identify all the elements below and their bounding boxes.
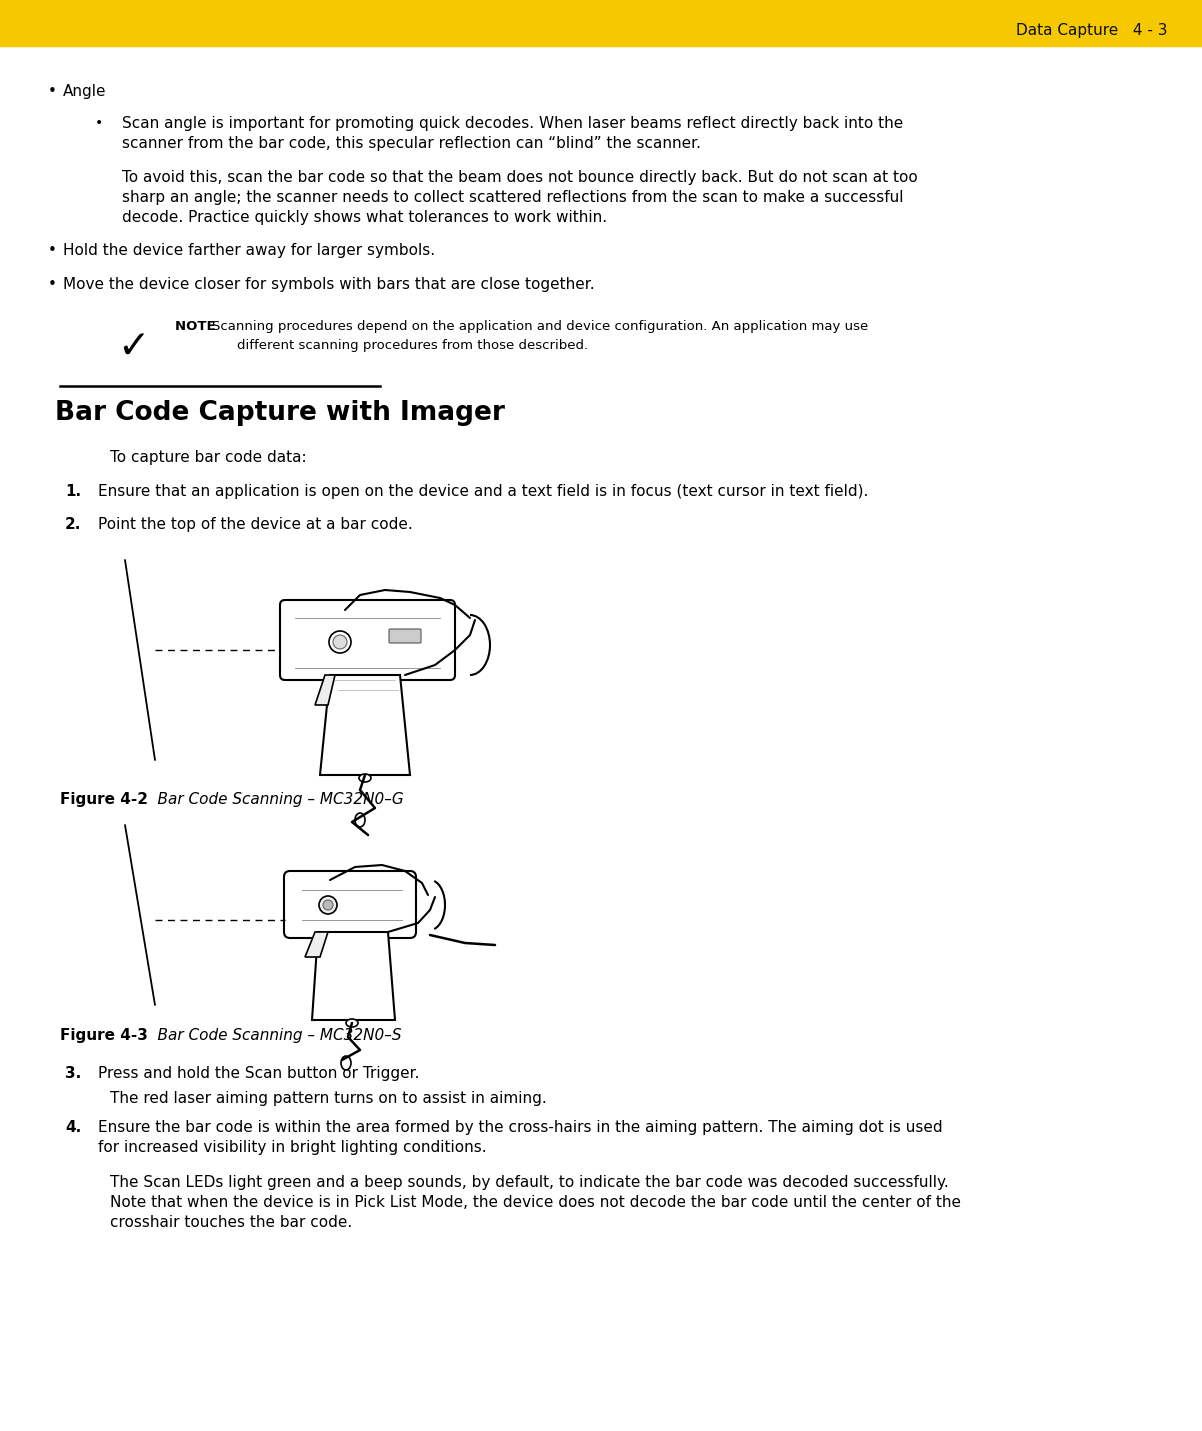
Text: To capture bar code data:: To capture bar code data: <box>111 449 307 465</box>
Text: NOTE: NOTE <box>175 321 225 333</box>
FancyBboxPatch shape <box>284 871 416 937</box>
Text: sharp an angle; the scanner needs to collect scattered reflections from the scan: sharp an angle; the scanner needs to col… <box>121 190 904 205</box>
Text: 1.: 1. <box>65 484 81 499</box>
Text: To avoid this, scan the bar code so that the beam does not bounce directly back.: To avoid this, scan the bar code so that… <box>121 170 918 185</box>
Text: Press and hold the Scan button or Trigger.: Press and hold the Scan button or Trigge… <box>99 1066 419 1080</box>
Ellipse shape <box>355 813 365 827</box>
Text: scanner from the bar code, this specular reflection can “blind” the scanner.: scanner from the bar code, this specular… <box>121 136 701 152</box>
Text: •: • <box>95 116 103 130</box>
Text: Hold the device farther away for larger symbols.: Hold the device farther away for larger … <box>63 243 435 258</box>
Text: Point the top of the device at a bar code.: Point the top of the device at a bar cod… <box>99 517 412 532</box>
Text: Bar Code Capture with Imager: Bar Code Capture with Imager <box>55 401 505 426</box>
Ellipse shape <box>346 1019 358 1027</box>
Text: Scan angle is important for promoting quick decodes. When laser beams reflect di: Scan angle is important for promoting qu… <box>121 116 903 132</box>
Text: crosshair touches the bar code.: crosshair touches the bar code. <box>111 1215 352 1231</box>
Ellipse shape <box>333 635 347 650</box>
Text: decode. Practice quickly shows what tolerances to work within.: decode. Practice quickly shows what tole… <box>121 210 607 225</box>
Text: Bar Code Scanning – MC32N0–G: Bar Code Scanning – MC32N0–G <box>138 791 404 807</box>
Ellipse shape <box>329 631 351 653</box>
Text: Bar Code Scanning – MC32N0–S: Bar Code Scanning – MC32N0–S <box>138 1027 401 1043</box>
Text: •: • <box>48 278 56 292</box>
Text: 2.: 2. <box>65 517 82 532</box>
Text: •: • <box>48 84 56 99</box>
Text: Data Capture   4 - 3: Data Capture 4 - 3 <box>1017 23 1168 37</box>
Bar <box>0 0 1202 46</box>
Polygon shape <box>305 932 328 957</box>
Ellipse shape <box>341 1056 351 1070</box>
Text: •: • <box>48 243 56 258</box>
FancyBboxPatch shape <box>389 630 421 643</box>
Ellipse shape <box>323 900 333 910</box>
Text: The red laser aiming pattern turns on to assist in aiming.: The red laser aiming pattern turns on to… <box>111 1090 547 1106</box>
Text: Ensure the bar code is within the area formed by the cross-hairs in the aiming p: Ensure the bar code is within the area f… <box>99 1120 942 1135</box>
Polygon shape <box>320 675 410 776</box>
Ellipse shape <box>319 896 337 914</box>
Text: Figure 4-3: Figure 4-3 <box>60 1027 148 1043</box>
Polygon shape <box>313 932 395 1020</box>
Ellipse shape <box>359 774 371 781</box>
Text: Figure 4-2: Figure 4-2 <box>60 791 148 807</box>
Text: Scanning procedures depend on the application and device configuration. An appli: Scanning procedures depend on the applic… <box>212 321 868 333</box>
FancyBboxPatch shape <box>280 600 456 680</box>
Text: The Scan LEDs light green and a beep sounds, by default, to indicate the bar cod: The Scan LEDs light green and a beep sou… <box>111 1175 948 1191</box>
Text: different scanning procedures from those described.: different scanning procedures from those… <box>237 339 588 352</box>
Text: Move the device closer for symbols with bars that are close together.: Move the device closer for symbols with … <box>63 278 595 292</box>
Polygon shape <box>315 675 335 705</box>
Text: 4.: 4. <box>65 1120 82 1135</box>
Text: 3.: 3. <box>65 1066 82 1080</box>
Text: Angle: Angle <box>63 84 107 99</box>
Text: ✓: ✓ <box>117 328 149 366</box>
Text: Note that when the device is in Pick List Mode, the device does not decode the b: Note that when the device is in Pick Lis… <box>111 1195 962 1211</box>
Text: for increased visibility in bright lighting conditions.: for increased visibility in bright light… <box>99 1141 487 1155</box>
Text: Ensure that an application is open on the device and a text field is in focus (t: Ensure that an application is open on th… <box>99 484 868 499</box>
